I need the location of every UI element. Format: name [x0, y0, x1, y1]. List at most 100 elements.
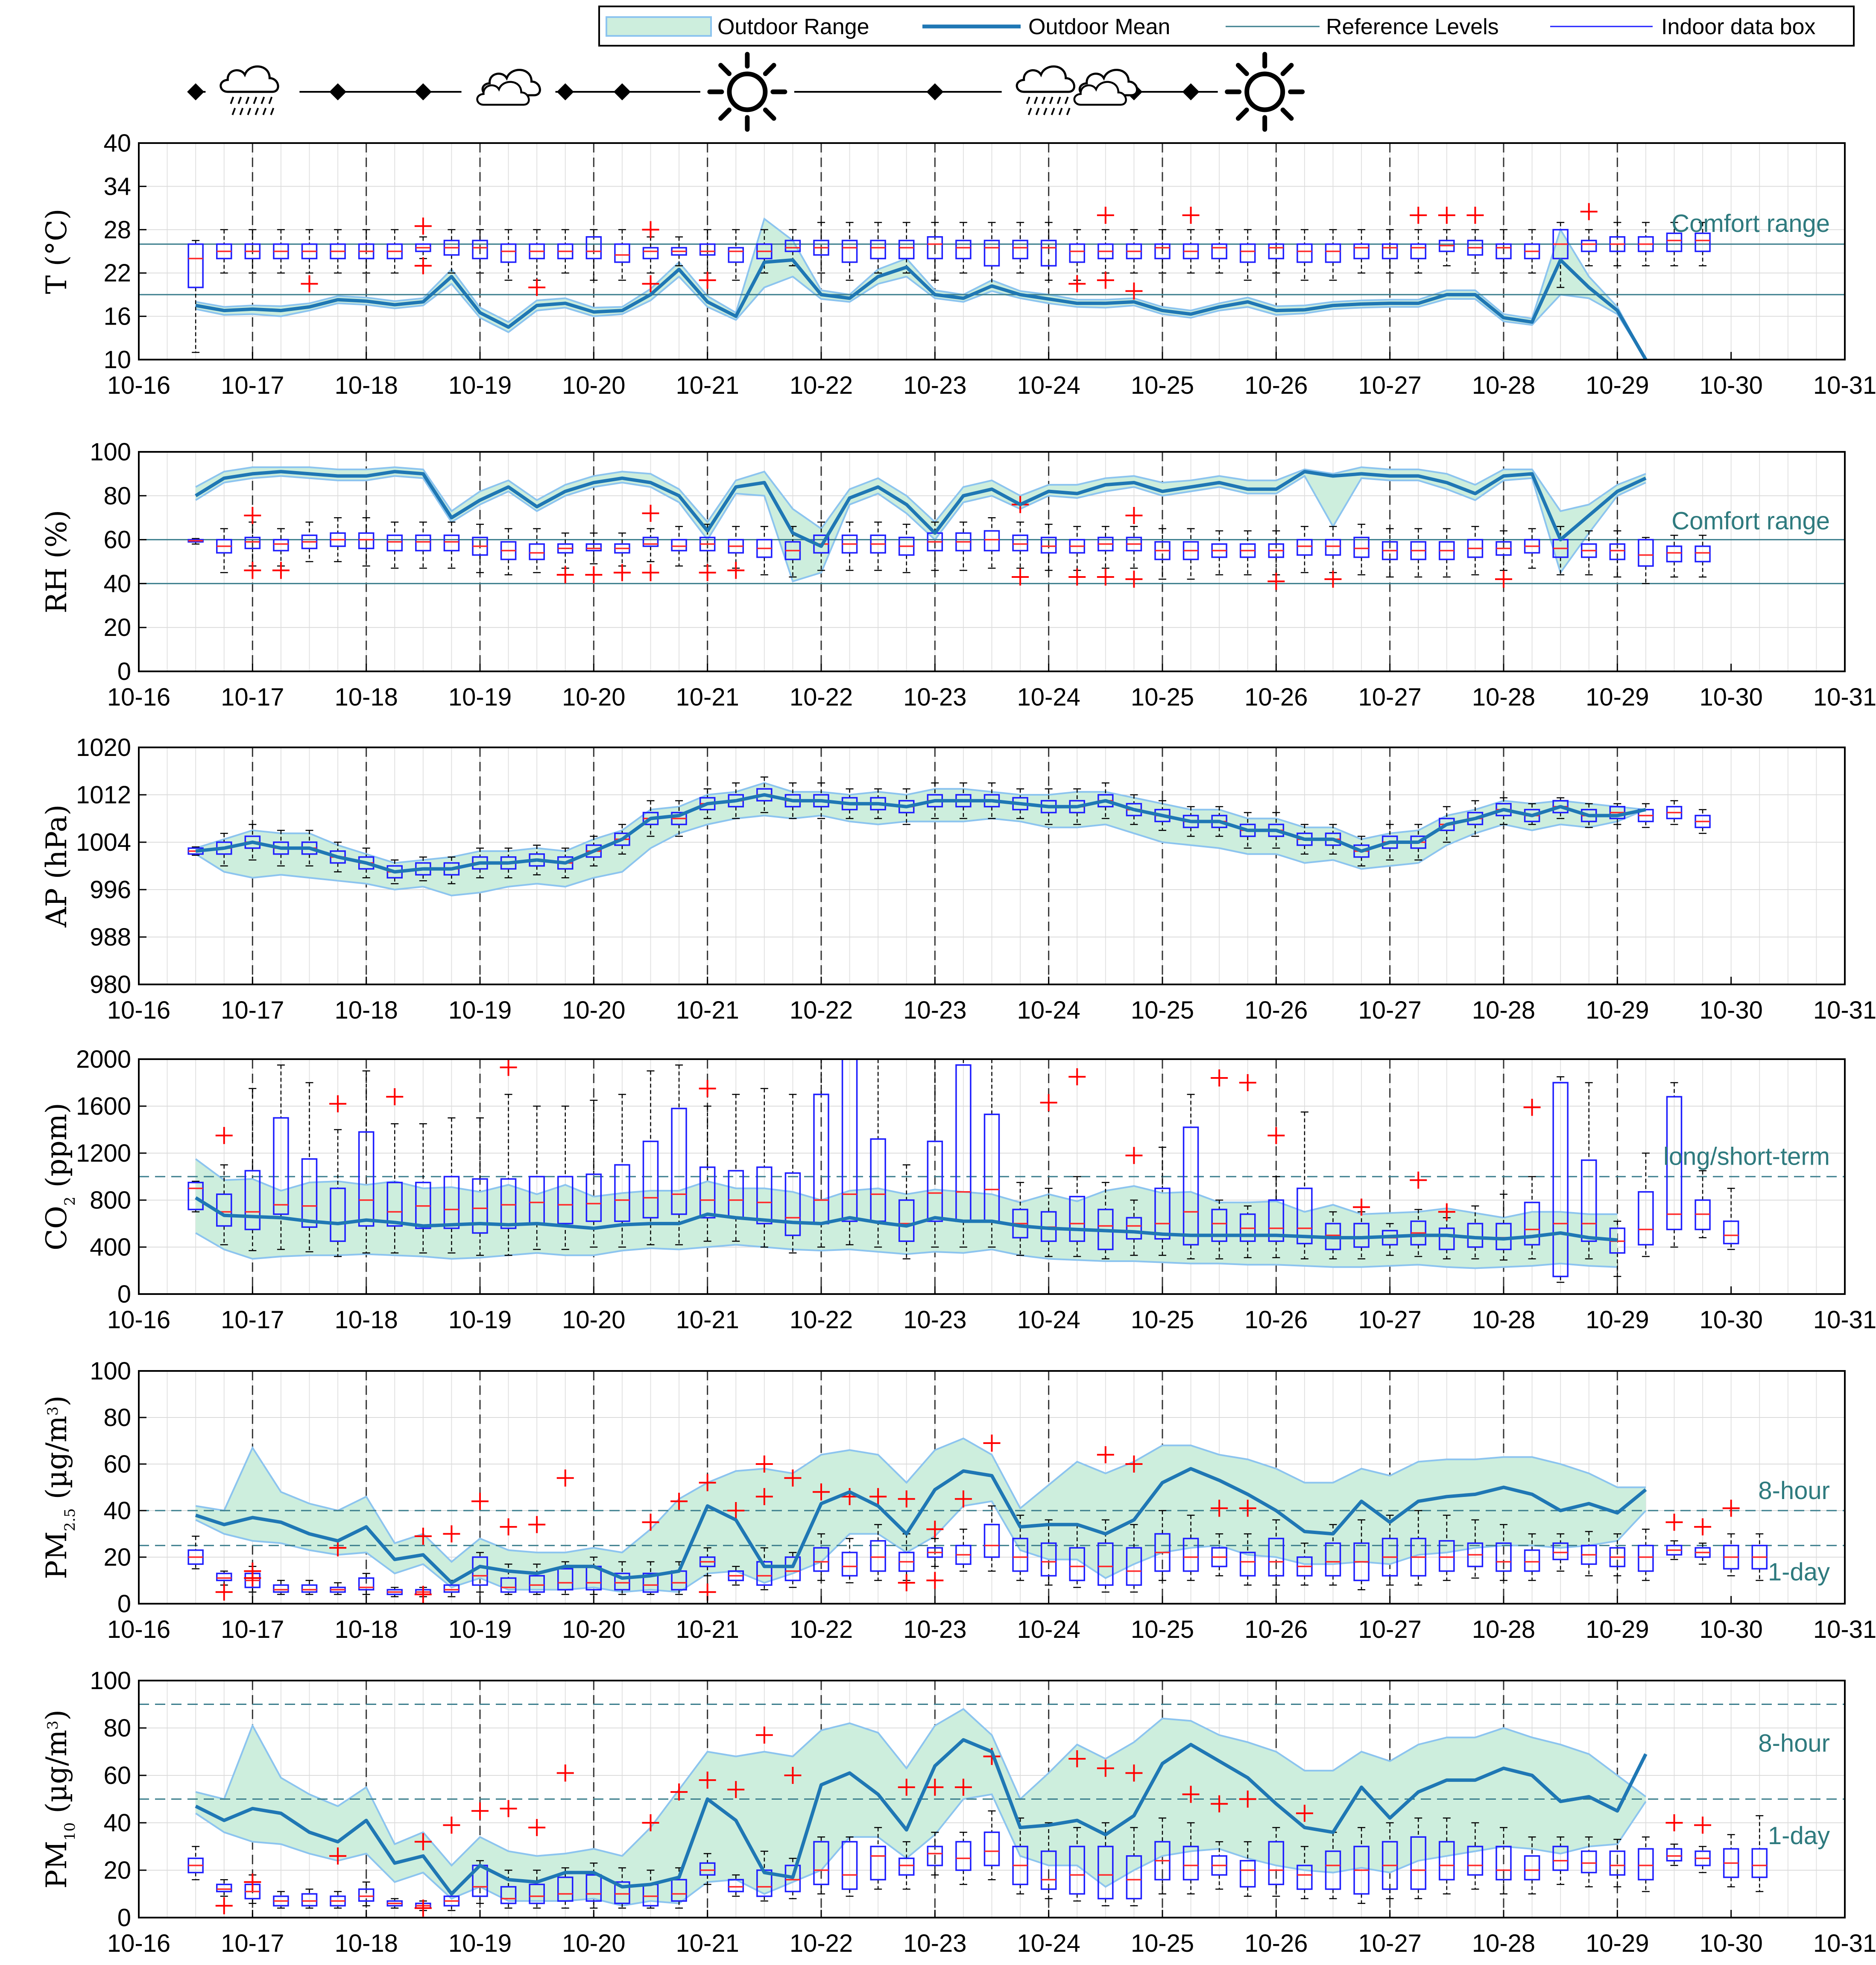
x-tick-label: 10-19: [448, 1930, 512, 1957]
x-ticks: 10-16 10-17 10-18 10-19 10-20 10-21 10-22 10-23…: [107, 664, 1876, 711]
outlier: [613, 564, 631, 581]
box-iqr: [1581, 1159, 1597, 1242]
y-ticks: 10 16 22 28 34 40: [103, 129, 146, 374]
indoor-box: [330, 517, 346, 562]
y-tick-label: 988: [90, 923, 131, 951]
outlier: [500, 1800, 517, 1817]
indoor-box: [1665, 1814, 1683, 1866]
box-iqr: [1268, 1841, 1285, 1886]
indoor-box: [1012, 1514, 1028, 1581]
reference-label: Comfort range: [1671, 210, 1830, 237]
indoor-box: [1751, 1815, 1768, 1892]
indoor-box: [1695, 809, 1711, 834]
x-tick-label: 10-21: [676, 683, 739, 711]
y-tick-label: 800: [90, 1186, 131, 1214]
x-ticks: 10-16 10-17 10-18 10-19 10-20 10-21 10-22 10-23…: [107, 1910, 1876, 1957]
box-iqr: [443, 534, 460, 552]
indoor-box: [955, 222, 972, 274]
outdoor-mean-line: [195, 258, 1648, 361]
indoor-box: [1467, 1822, 1484, 1890]
outlier: [1267, 1127, 1285, 1144]
outlier: [414, 1586, 432, 1603]
outlier: [1125, 1147, 1143, 1164]
box-iqr: [244, 536, 261, 549]
outlier: [755, 1455, 773, 1473]
indoor-box: [529, 528, 545, 573]
outlier: [528, 279, 546, 296]
legend-label-reference-levels: Reference Levels: [1326, 15, 1499, 39]
indoor-box: [414, 1833, 432, 1917]
indoor-box: [1695, 222, 1711, 266]
indoor-box: [187, 1535, 204, 1570]
box-iqr: [642, 536, 659, 547]
indoor-box: [329, 1847, 347, 1909]
y-tick-label: 34: [103, 173, 131, 200]
outlier: [1068, 568, 1086, 586]
box-iqr: [1268, 1537, 1285, 1577]
reference-label: long/short-term: [1663, 1143, 1830, 1171]
box-iqr: [273, 539, 289, 552]
box-iqr: [500, 1886, 517, 1904]
outlier: [585, 566, 603, 583]
box-iqr: [1467, 1223, 1484, 1248]
outlier: [926, 1520, 944, 1538]
box-iqr: [1638, 539, 1654, 567]
x-tick-label: 10-30: [1699, 1306, 1762, 1334]
box-iqr: [699, 1166, 716, 1218]
y-tick-label: 60: [103, 1762, 131, 1789]
box-iqr: [813, 1547, 829, 1572]
indoor-box: [301, 1082, 318, 1253]
outlier: [784, 1469, 802, 1487]
indoor-box: [414, 1527, 432, 1603]
axes-frame: [138, 747, 1846, 985]
indoor-box: [1268, 1827, 1285, 1897]
indoor-box: [272, 528, 290, 579]
x-tick-label: 10-30: [1699, 1616, 1762, 1643]
indoor-box: [671, 1064, 687, 1245]
box-iqr: [1496, 1845, 1512, 1880]
indoor-box: [1609, 530, 1626, 578]
box-iqr: [244, 1170, 261, 1230]
x-tick-label: 10-24: [1017, 683, 1080, 711]
box-iqr: [187, 1182, 204, 1210]
indoor-box: [1012, 1817, 1028, 1895]
outlier: [1125, 282, 1143, 300]
x-tick-label: 10-22: [790, 683, 853, 711]
indoor-box: [1239, 1074, 1256, 1258]
indoor-box: [358, 1881, 375, 1906]
outlier: [1324, 571, 1342, 588]
indoor-box: [1040, 524, 1057, 571]
indoor-box: [727, 1502, 745, 1586]
box-iqr: [1666, 232, 1683, 252]
indoor-box: [1467, 1519, 1484, 1579]
outdoor-range-upper: [195, 782, 1646, 864]
box-iqr: [699, 243, 716, 256]
y-ticks: 0 20 40 60 80 100: [90, 438, 146, 685]
box-iqr: [1040, 240, 1057, 267]
indoor-box: [472, 524, 488, 573]
outdoor-mean-line: [195, 1467, 1647, 1584]
rain-icon: [221, 67, 278, 115]
outlier: [528, 1516, 546, 1533]
box-iqr: [500, 1577, 517, 1593]
x-tick-label: 10-18: [334, 1616, 398, 1643]
outlier: [1068, 1750, 1086, 1768]
outlier: [642, 504, 659, 522]
y-tick-label: 16: [103, 303, 131, 331]
indoor-box: [1125, 1455, 1143, 1593]
indoor-box: [1439, 528, 1455, 578]
box-iqr: [1410, 1836, 1426, 1890]
indoor-box: [1466, 207, 1484, 274]
x-tick-label: 10-26: [1244, 996, 1308, 1024]
indoor-box: [1154, 528, 1171, 580]
box-iqr: [784, 1865, 801, 1892]
axes-frame: [138, 1058, 1846, 1295]
y-tick-label: 0: [117, 1904, 131, 1932]
y-tick-label: 28: [103, 216, 131, 244]
box-iqr: [1496, 243, 1512, 260]
reference-label: 8-hour: [1758, 1477, 1830, 1505]
box-iqr: [1154, 1187, 1171, 1240]
box-iqr: [1552, 1082, 1569, 1277]
x-tick-label: 10-30: [1699, 1930, 1762, 1957]
x-tick-label: 10-23: [903, 1930, 966, 1957]
